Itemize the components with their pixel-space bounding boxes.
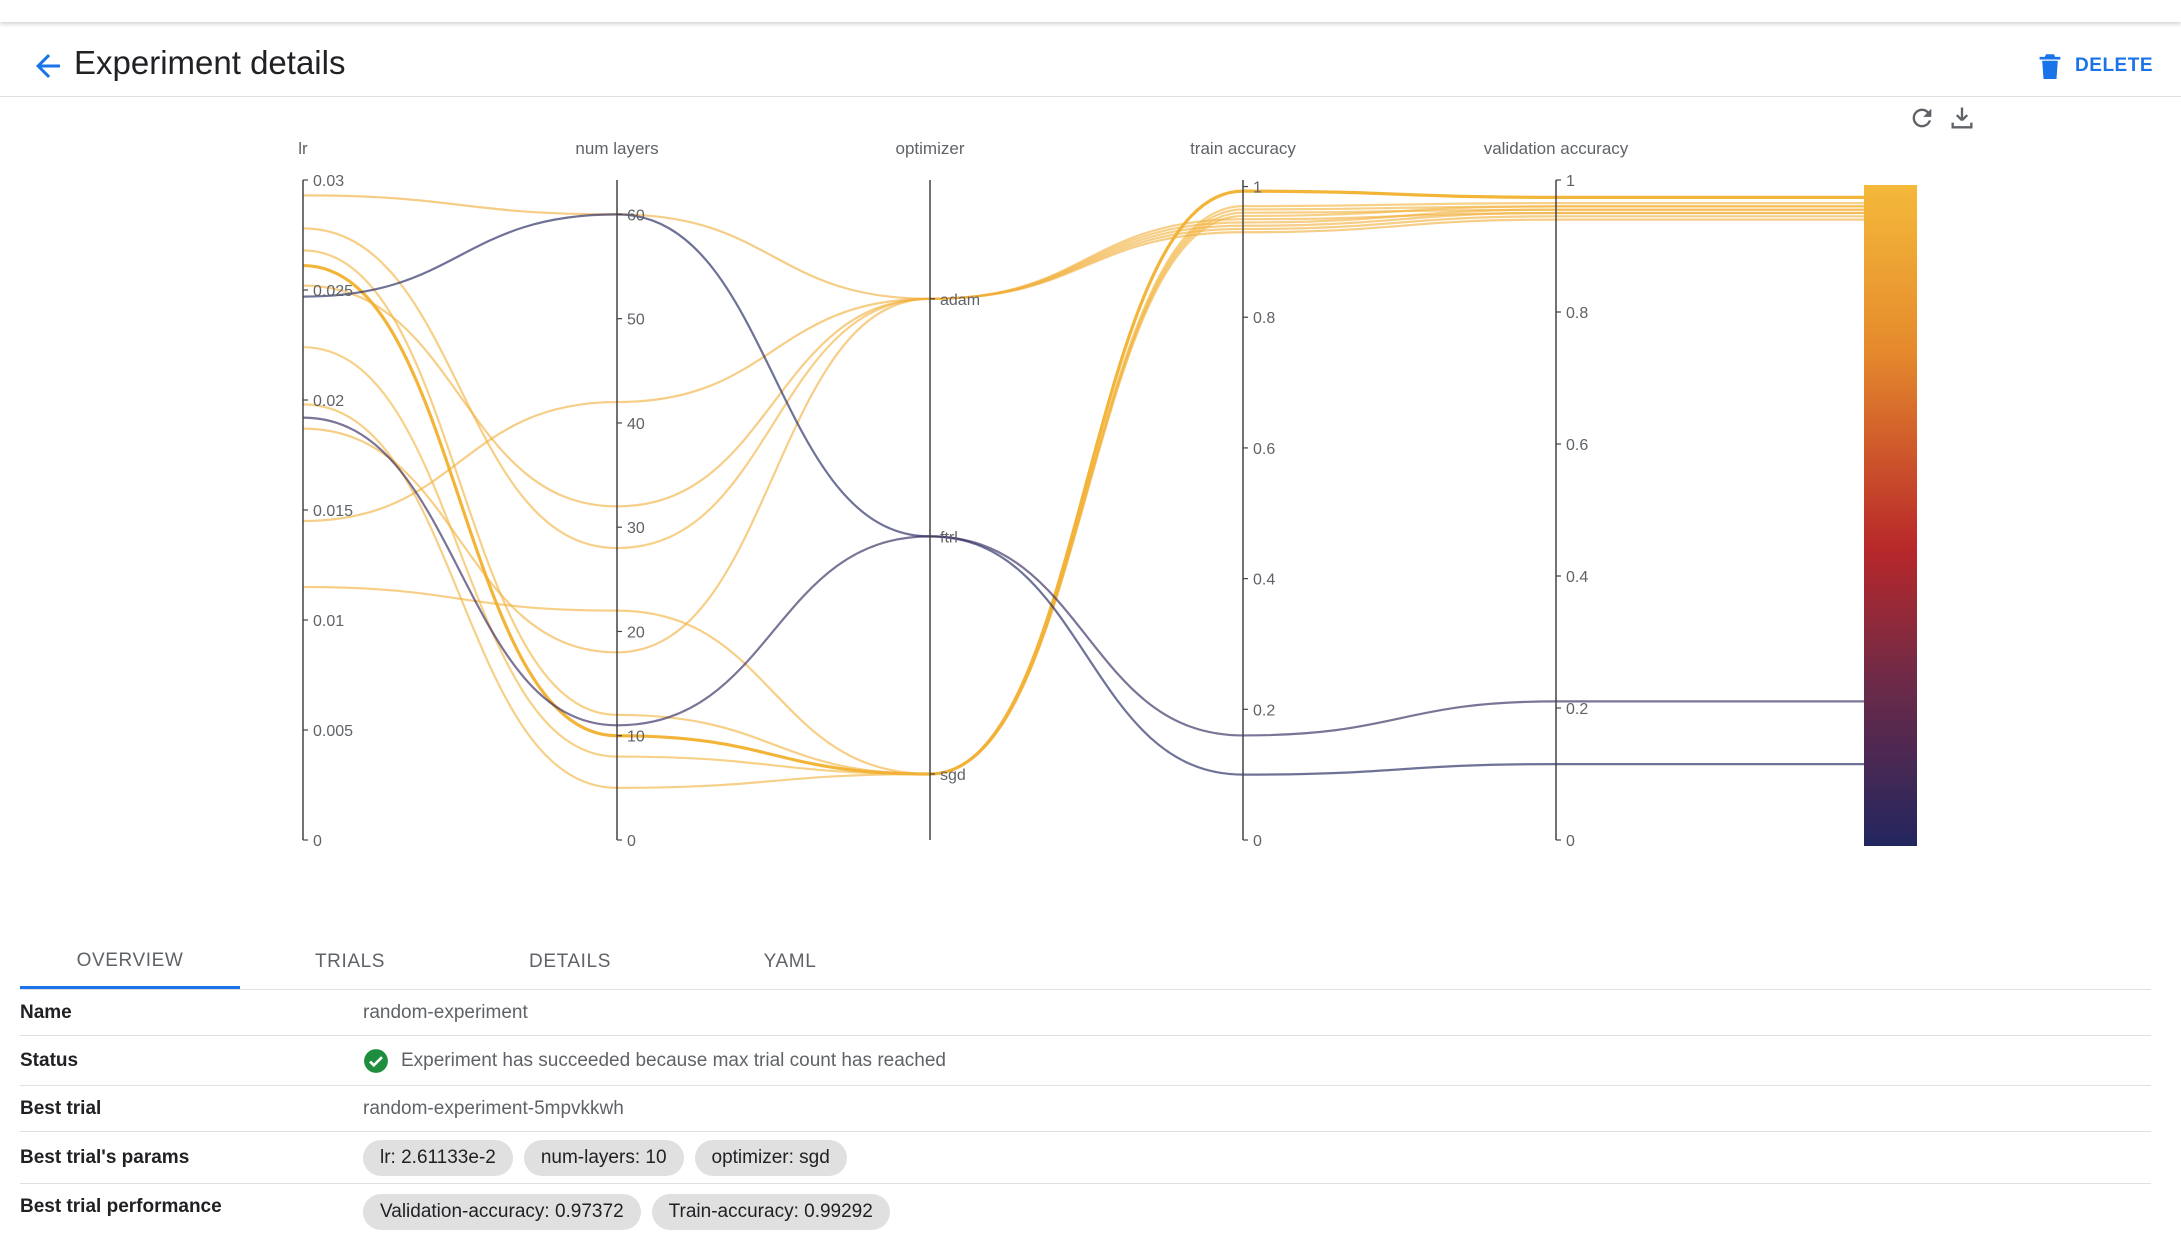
performance-chips: Validation-accuracy: 0.97372 Train-accur… [363,1194,901,1230]
trial-line[interactable] [302,211,1880,654]
axis-num-layers[interactable]: num layers 0 10 20 30 40 50 60 [575,139,658,850]
status-label: Status [20,1049,79,1071]
delete-button[interactable]: DELETE [2039,46,2153,86]
overview-row-params: Best trial's params lr: 2.61133e-2 num-l… [20,1132,2151,1184]
chart-toolbar [1908,104,1976,132]
tick-label: 0 [1566,833,1575,850]
tick-label: 0.4 [1253,572,1275,589]
overview-row-status: Status Experiment has succeeded because … [20,1036,2151,1086]
tick-label: 0.6 [1253,441,1275,458]
tick-label: 0.01 [313,613,344,630]
overview-row-name: Name random-experiment [20,990,2151,1036]
colorbar [1864,185,1917,846]
trial-lines [302,189,1880,789]
tick-label: sgd [940,767,966,784]
overview-row-performance: Best trial performance Validation-accura… [20,1184,2151,1236]
axis-optimizer[interactable]: optimizer sgd ftrl adam [896,139,981,840]
tick-label: 0.02 [313,393,344,410]
axis-title: train accuracy [1190,139,1296,158]
tick-label: 0.015 [313,503,353,520]
tick-label: 60 [627,207,645,224]
tab-overview[interactable]: OVERVIEW [20,935,240,989]
tick-label: 10 [627,729,645,746]
tick-label: 0.025 [313,283,353,300]
axis-title: num layers [575,139,658,158]
download-icon[interactable] [1948,104,1976,132]
overview-row-best-trial: Best trial random-experiment-5mpvkkwh [20,1086,2151,1132]
tick-label: 40 [627,416,645,433]
status-text: Experiment has succeeded because max tri… [401,1049,946,1071]
trial-line[interactable] [302,194,1880,300]
metric-chip-train-accuracy: Train-accuracy: 0.99292 [651,1194,890,1230]
status-value: Experiment has succeeded because max tri… [363,1048,946,1074]
arrow-back-icon[interactable] [30,48,66,84]
tick-label: 0 [627,833,636,850]
page-title: Experiment details [74,44,346,81]
tab-trials[interactable]: TRIALS [314,951,386,972]
tick-label: 0.8 [1253,310,1275,327]
tick-label: 0.6 [1566,437,1588,454]
delete-label: DELETE [2075,55,2153,76]
tab-bar: OVERVIEW TRIALS DETAILS YAML [20,935,2151,990]
param-chip-optimizer: optimizer: sgd [694,1139,847,1176]
tick-label: 1 [1253,180,1262,197]
trial-line[interactable] [302,213,1880,776]
params-chips: lr: 2.61133e-2 num-layers: 10 optimizer:… [363,1139,858,1176]
tab-yaml[interactable]: YAML [763,951,817,972]
tick-label: 0 [1253,833,1262,850]
tab-details[interactable]: DETAILS [529,951,611,972]
name-label: Name [20,1001,72,1023]
tick-label: 0.03 [313,173,344,190]
tick-label: 0.4 [1566,569,1588,586]
metric-chip-validation-accuracy: Validation-accuracy: 0.97372 [363,1194,641,1230]
param-chip-lr: lr: 2.61133e-2 [363,1139,513,1176]
tick-label: 20 [627,624,645,641]
axis-train-accuracy[interactable]: train accuracy 0 0.2 0.4 0.6 0.8 1 [1190,139,1296,850]
check-circle-icon [364,1048,388,1073]
tick-label: 0 [313,833,322,850]
page-header: Experiment details DELETE [0,22,2181,97]
tick-label: 50 [627,312,645,329]
chart-axes: lr 0 0.005 0.01 0.015 0.02 0.025 0.03 num layers… [298,139,1629,850]
axis-lr[interactable]: lr 0 0.005 0.01 0.015 0.02 0.025 0.03 [298,139,353,850]
tick-label: 0.005 [313,723,353,740]
params-label: Best trial's params [20,1146,190,1168]
tick-label: ftrl [940,529,958,546]
name-value: random-experiment [363,1001,528,1023]
tick-label: 0.2 [1566,701,1588,718]
param-chip-num-layers: num-layers: 10 [523,1139,684,1176]
trash-icon [2039,54,2061,79]
top-app-bar [0,0,2181,22]
tick-label: 0.8 [1566,305,1588,322]
tick-label: adam [940,292,980,309]
best-trial-value: random-experiment-5mpvkkwh [363,1097,624,1119]
axis-validation-accuracy[interactable]: validation accuracy 0 0.2 0.4 0.6 0.8 1 [1484,139,1629,850]
tick-label: 0.2 [1253,702,1275,719]
axis-title: optimizer [896,139,965,158]
performance-label: Best trial performance [20,1196,222,1217]
axis-title: lr [298,139,308,158]
axis-title: validation accuracy [1484,139,1629,158]
tick-label: 30 [627,520,645,537]
best-trial-label: Best trial [20,1097,102,1119]
parallel-coordinates-chart: lr 0 0.005 0.01 0.015 0.02 0.025 0.03 num layers… [298,139,1917,850]
tick-label: 1 [1566,173,1575,190]
